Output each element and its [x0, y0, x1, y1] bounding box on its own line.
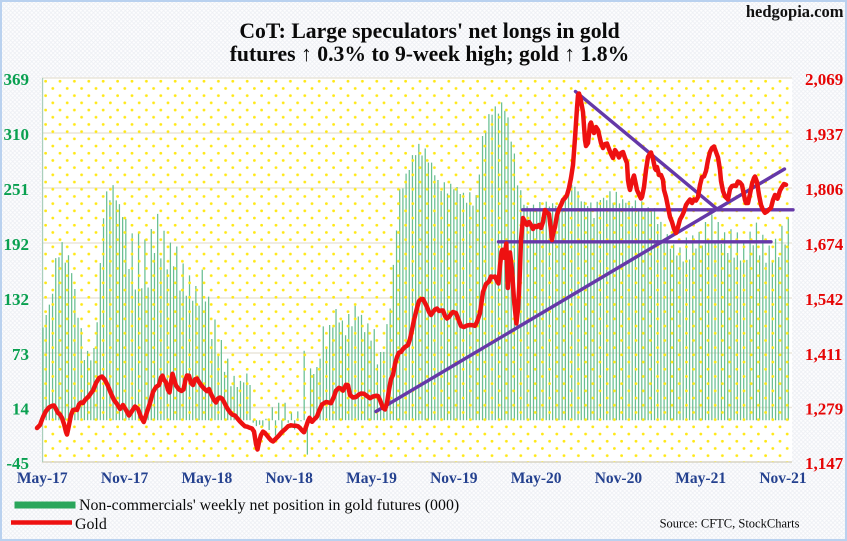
svg-text:1,674: 1,674 [805, 235, 844, 254]
svg-text:1,279: 1,279 [805, 400, 843, 419]
svg-text:Source: CFTC, StockCharts: Source: CFTC, StockCharts [660, 517, 800, 531]
svg-text:-45: -45 [6, 454, 29, 473]
svg-text:hedgopia.com: hedgopia.com [746, 2, 844, 21]
svg-text:Nov-17: Nov-17 [101, 470, 149, 487]
svg-text:Nov-21: Nov-21 [759, 470, 806, 487]
svg-text:Nov-20: Nov-20 [595, 470, 643, 487]
svg-text:310: 310 [4, 125, 30, 144]
svg-text:369: 369 [4, 70, 30, 89]
svg-text:1,411: 1,411 [805, 345, 842, 364]
svg-text:May-18: May-18 [182, 470, 233, 487]
svg-text:May-20: May-20 [511, 470, 562, 487]
svg-text:Nov-18: Nov-18 [266, 470, 314, 487]
svg-text:1,806: 1,806 [805, 180, 843, 199]
svg-text:May-17: May-17 [17, 470, 68, 487]
svg-text:73: 73 [12, 345, 29, 364]
svg-text:192: 192 [4, 235, 30, 254]
svg-text:May-19: May-19 [346, 470, 397, 487]
svg-text:14: 14 [12, 400, 30, 419]
svg-text:1,542: 1,542 [805, 290, 843, 309]
svg-text:2,069: 2,069 [805, 70, 843, 89]
svg-text:Nov-19: Nov-19 [430, 470, 478, 487]
svg-text:1,937: 1,937 [805, 125, 844, 144]
svg-text:CoT: Large speculators' net lo: CoT: Large speculators' net longs in gol… [239, 19, 619, 43]
svg-text:Gold: Gold [75, 516, 107, 533]
svg-text:futures ↑ 0.3% to 9-week high;: futures ↑ 0.3% to 9-week high; gold ↑ 1.… [230, 42, 630, 66]
svg-text:1,147: 1,147 [805, 454, 844, 473]
svg-text:May-21: May-21 [675, 470, 726, 487]
svg-text:Non-commercials' weekly net po: Non-commercials' weekly net position in … [79, 497, 459, 514]
svg-text:251: 251 [4, 180, 30, 199]
svg-text:132: 132 [4, 290, 30, 309]
